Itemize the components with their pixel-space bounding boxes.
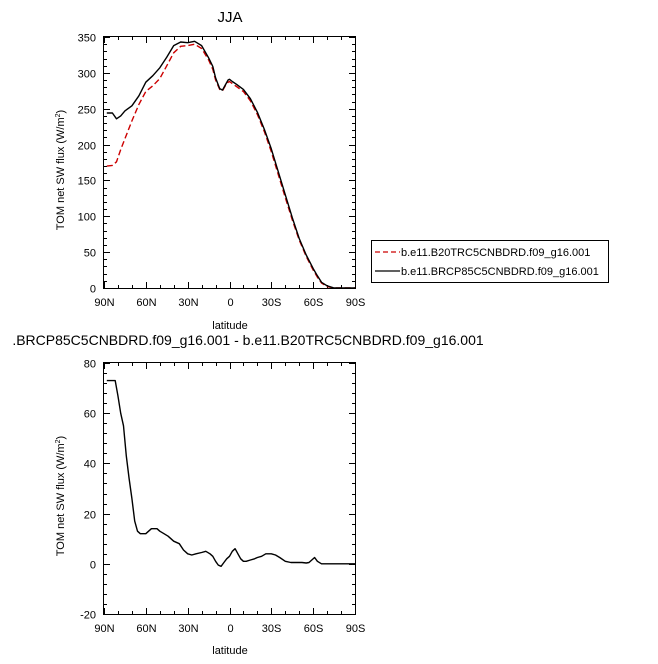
series-line-2 — [106, 40, 355, 289]
bottom-x-axis-label: latitude — [212, 645, 247, 657]
bottom-plot-frame — [103, 362, 356, 615]
top-legend: b.e11.B20TRC5CNBDRD.f09_g16.001 b.e11.BR… — [371, 240, 609, 283]
x-tick-label: 30N — [178, 623, 198, 635]
x-tick-label: 60N — [136, 297, 156, 309]
y-tick-label: 20 — [84, 510, 96, 522]
bottom-y-axis-label: TOM net SW flux (W/m2) — [55, 436, 67, 556]
top-plot-frame — [103, 36, 356, 289]
x-tick-label: 90S — [346, 297, 366, 309]
y-tick-label: 80 — [84, 359, 96, 371]
top-x-axis-label: latitude — [212, 320, 247, 332]
top-axis-ticks — [104, 37, 356, 289]
top-x-tick-labels: 90N 60N 30N 0 30S 60S 90S — [94, 297, 365, 309]
top-y-tick-labels: 0 50 100 150 200 250 300 350 — [78, 33, 96, 296]
y-tick-label: 100 — [78, 212, 96, 224]
x-tick-label: 30S — [262, 297, 282, 309]
top-series-group — [106, 40, 355, 289]
y-tick-label: 300 — [78, 69, 96, 81]
legend-label-series-2: b.e11.BRCP85C5CNBDRD.f09_g16.001 — [401, 266, 599, 278]
x-tick-label: 90N — [94, 623, 114, 635]
x-tick-label: 30N — [178, 297, 198, 309]
y-tick-label: 250 — [78, 105, 96, 117]
y-tick-label: 60 — [84, 409, 96, 421]
top-panel: JJA 0 50 100 150 200 250 300 350 90N 60N 30N 0 30S 6… — [55, 9, 609, 332]
y-tick-label: -20 — [80, 610, 96, 622]
x-tick-label: 0 — [227, 623, 233, 635]
y-tick-label: 200 — [78, 141, 96, 153]
legend-box — [371, 240, 609, 283]
y-tick-label: 150 — [78, 176, 96, 188]
x-tick-label: 90N — [94, 297, 114, 309]
legend-label-series-1: b.e11.B20TRC5CNBDRD.f09_g16.001 — [401, 247, 590, 259]
series-line-1 — [106, 379, 355, 567]
x-tick-label: 60S — [304, 623, 324, 635]
bottom-series-group — [106, 379, 355, 567]
bottom-panel: .BRCP85C5CNBDRD.f09_g16.001 - b.e11.B20T… — [12, 332, 484, 657]
y-tick-label: 0 — [90, 560, 96, 572]
y-tick-label: 40 — [84, 459, 96, 471]
y-tick-label: 0 — [90, 284, 96, 296]
bottom-y-tick-labels: -20 0 20 40 60 80 — [80, 359, 96, 622]
x-tick-label: 0 — [227, 297, 233, 309]
top-title: JJA — [217, 9, 242, 26]
bottom-axis-ticks — [104, 363, 356, 615]
y-tick-label: 50 — [84, 248, 96, 260]
bottom-x-tick-labels: 90N 60N 30N 0 30S 60S 90S — [94, 623, 365, 635]
x-tick-label: 60S — [304, 297, 324, 309]
top-y-axis-label: TOM net SW flux (W/m2) — [55, 110, 67, 230]
y-tick-label: 350 — [78, 33, 96, 45]
bottom-title: .BRCP85C5CNBDRD.f09_g16.001 - b.e11.B20T… — [12, 332, 484, 348]
x-tick-label: 60N — [136, 623, 156, 635]
x-tick-label: 30S — [262, 623, 282, 635]
x-tick-label: 90S — [346, 623, 366, 635]
